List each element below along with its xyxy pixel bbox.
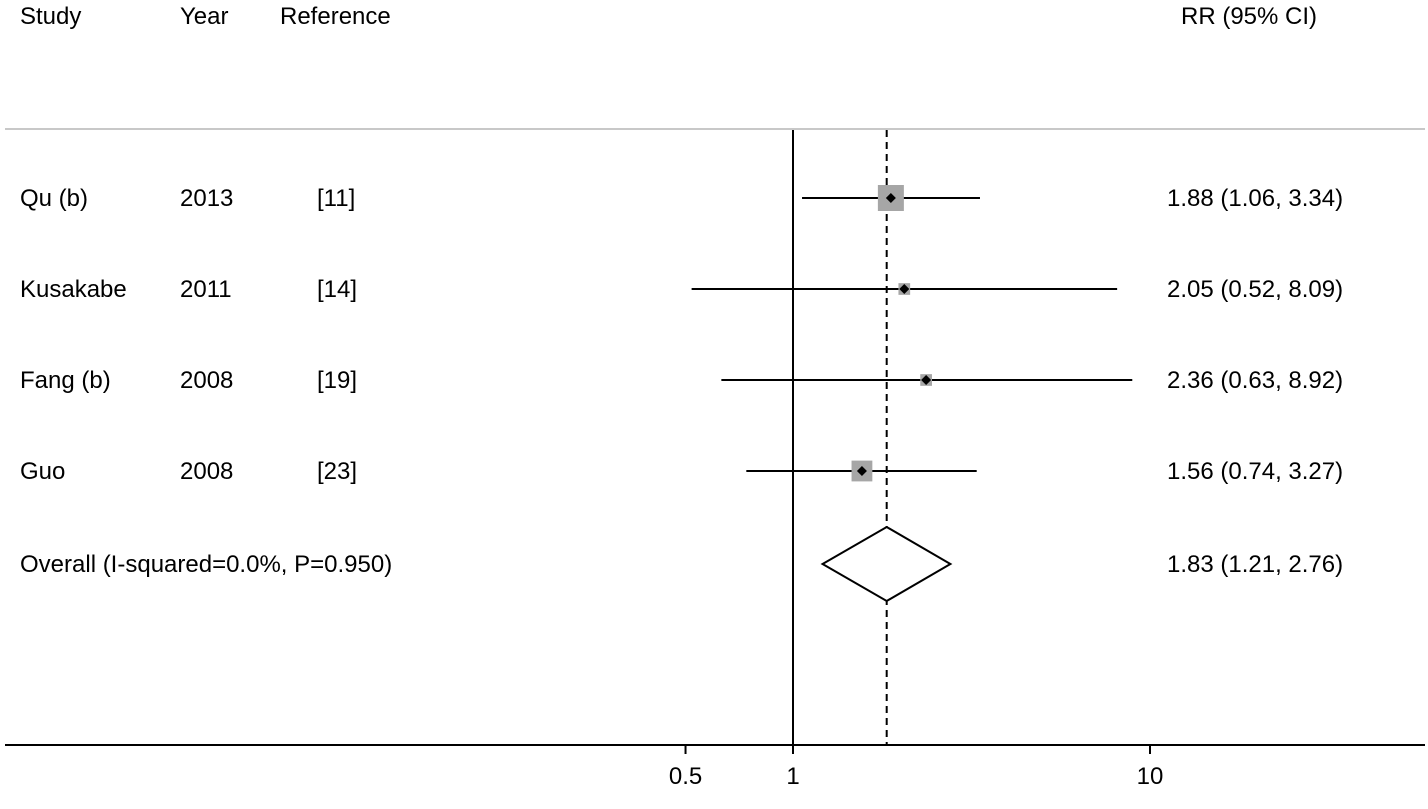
study-year: 2011 [180,276,232,303]
x-tick-label: 1 [786,763,799,790]
point-estimate [885,193,896,203]
column-headers: Study Year Reference RR (95% CI) [20,3,1317,30]
point-estimate [899,284,910,294]
header-study: Study [20,3,81,30]
study-row: Kusakabe 2011 [14] 2.05 (0.52, 8.09) [20,276,1343,303]
point-estimate [856,466,867,476]
study-reference: [11] [317,185,355,212]
reference-lines [792,130,888,745]
header-year: Year [180,3,229,30]
study-reference: [23] [317,458,357,485]
study-effect-label: 1.88 (1.06, 3.34) [1167,185,1343,212]
point-estimate [921,375,932,385]
study-name: Fang (b) [20,367,111,394]
overall-label: Overall (I-squared=0.0%, P=0.950) [20,551,392,578]
study-row: Qu (b) 2013 [11] 1.88 (1.06, 3.34) [20,185,1343,212]
study-name: Guo [20,458,65,485]
study-year: 2008 [180,458,233,485]
overall-effect-label: 1.83 (1.21, 2.76) [1167,551,1343,578]
overall-diamond [820,525,953,603]
study-year: 2008 [180,367,233,394]
study-name: Kusakabe [20,276,127,303]
x-tick-label: 10 [1137,763,1164,790]
study-reference: [19] [317,367,357,394]
study-row: Fang (b) 2008 [19] 2.36 (0.63, 8.92) [20,367,1343,394]
x-axis-ticks: 0.5 1 10 [669,745,1164,790]
study-row: Guo 2008 [23] 1.56 (0.74, 3.27) [20,458,1343,485]
study-effect-label: 1.56 (0.74, 3.27) [1167,458,1343,485]
study-reference: [14] [317,276,357,303]
study-effect-label: 2.05 (0.52, 8.09) [1167,276,1343,303]
study-name: Qu (b) [20,185,88,212]
x-tick-label: 0.5 [669,763,702,790]
header-reference: Reference [280,3,391,30]
overall-row: Overall (I-squared=0.0%, P=0.950) 1.83 (1… [20,525,1343,603]
study-year: 2013 [180,185,233,212]
header-effect: RR (95% CI) [1181,3,1317,30]
study-effect-label: 2.36 (0.63, 8.92) [1167,367,1343,394]
study-rows: Qu (b) 2013 [11] 1.88 (1.06, 3.34) Kusakabe 2… [20,185,1343,485]
